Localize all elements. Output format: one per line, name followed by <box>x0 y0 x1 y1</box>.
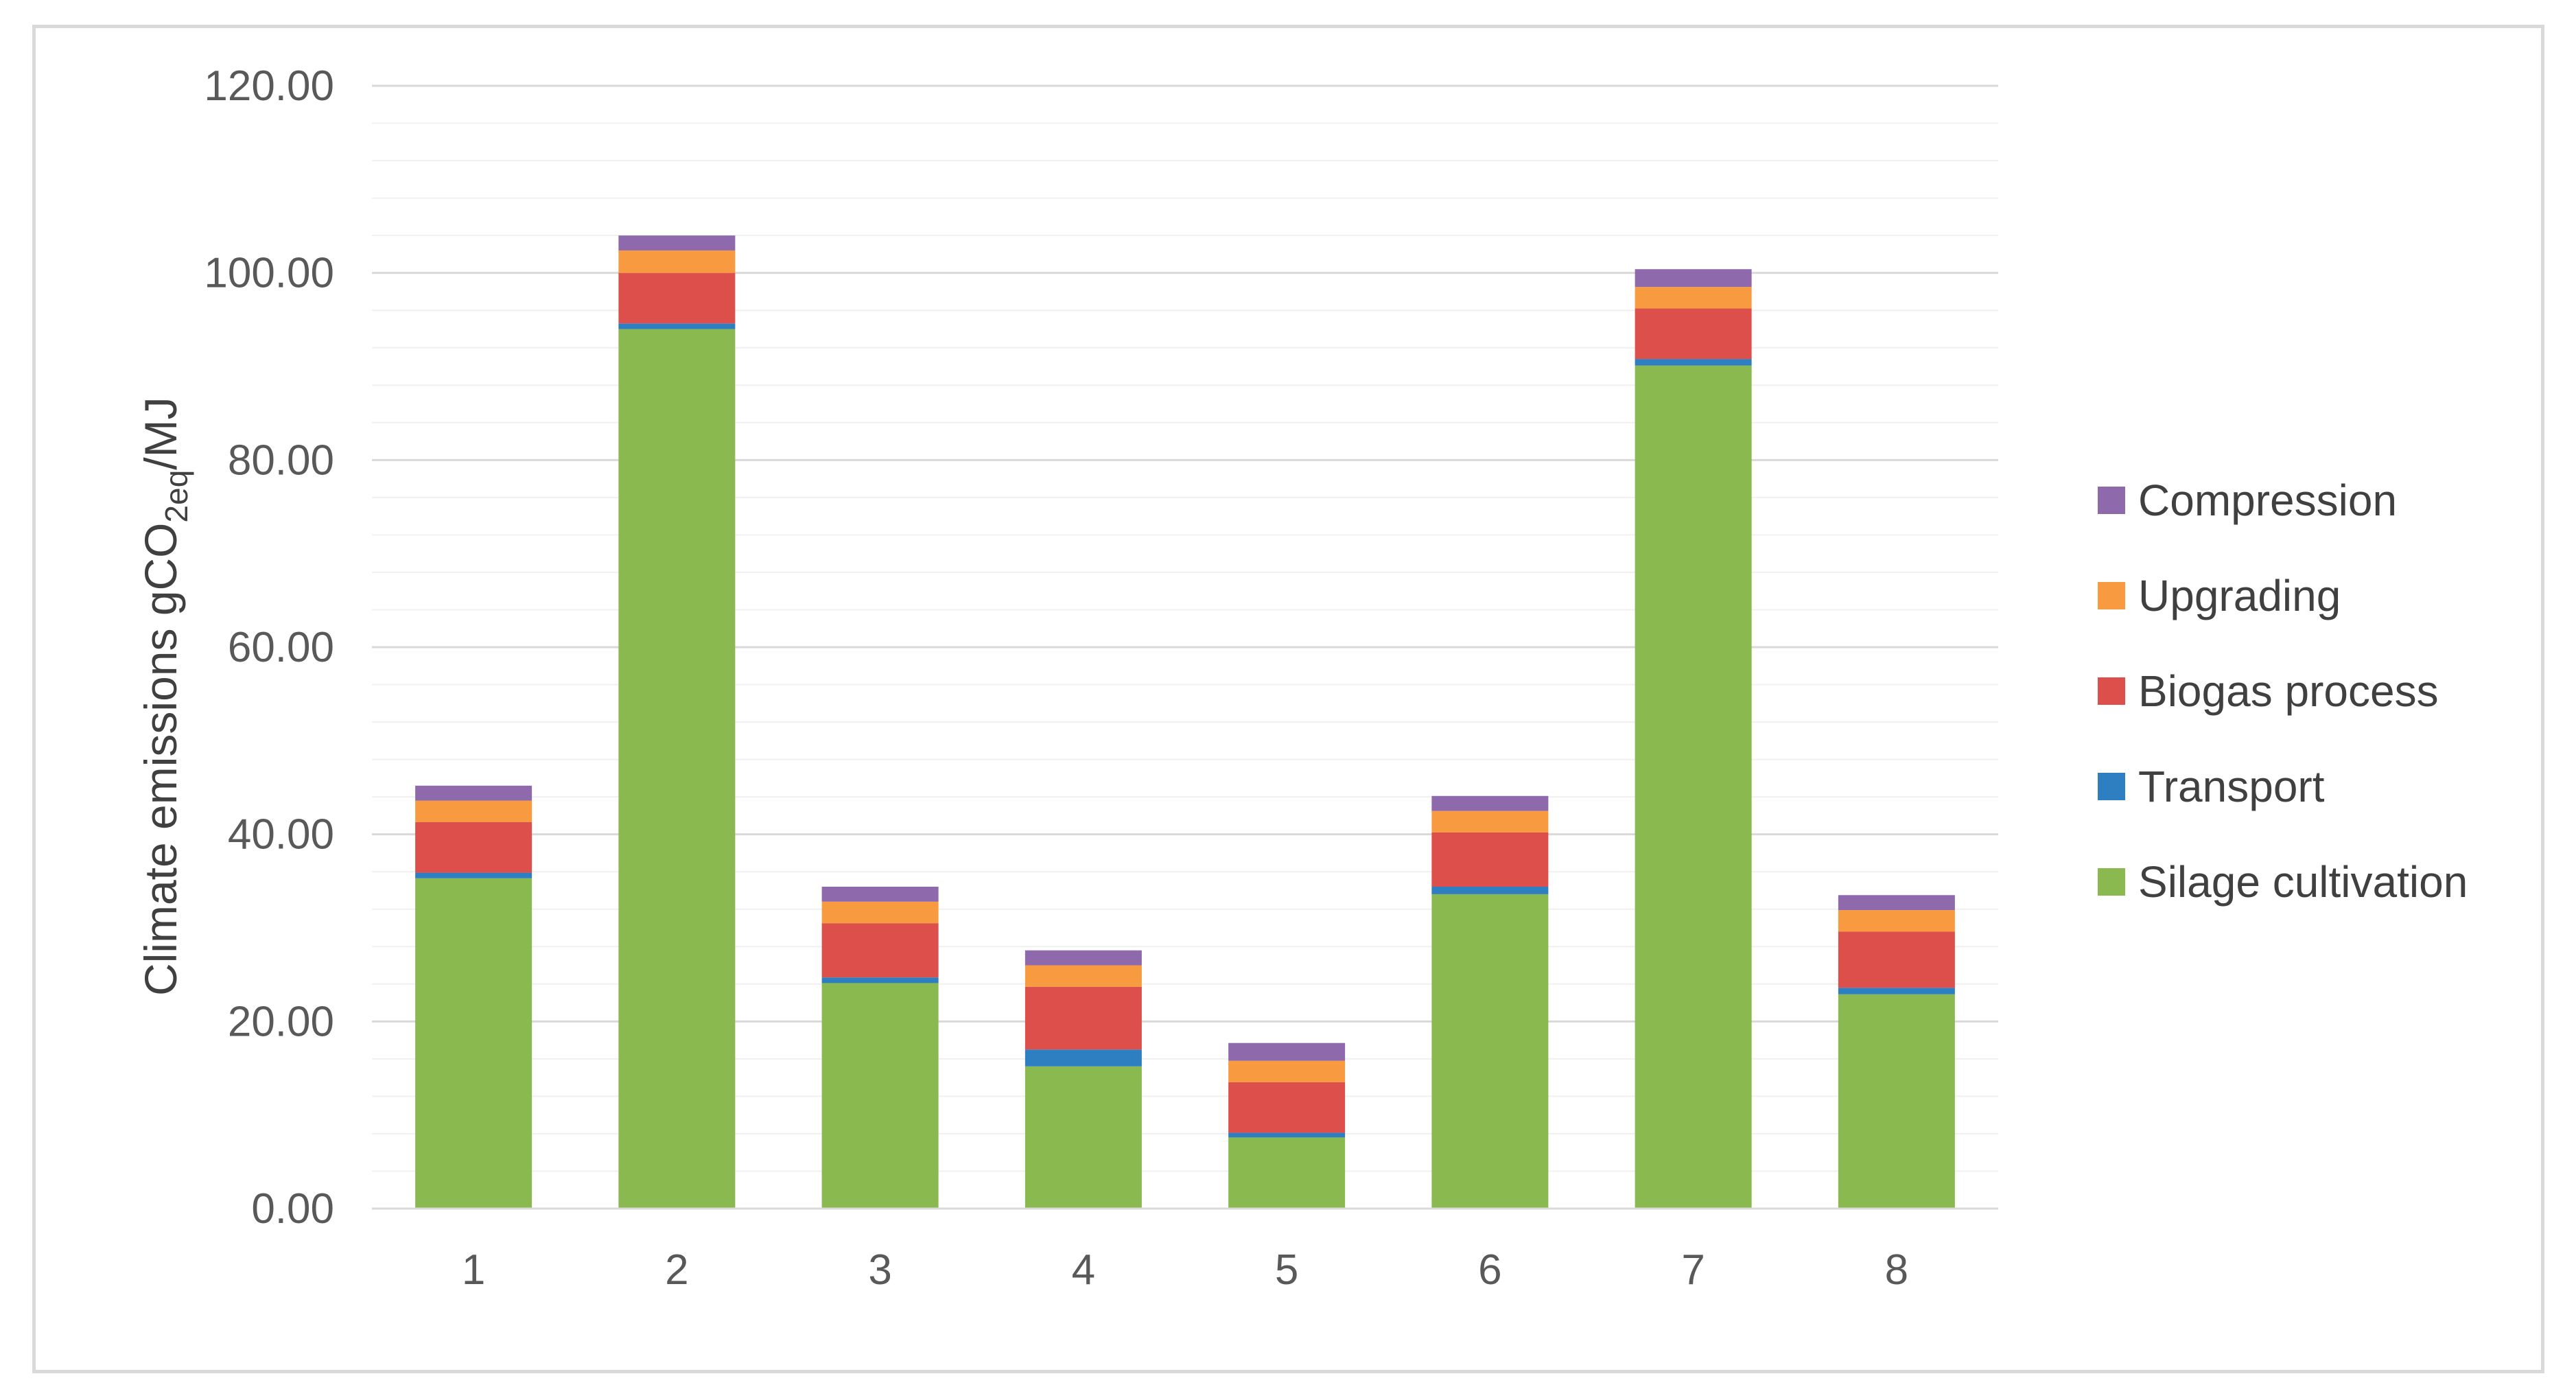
bar-segment-compression <box>1024 950 1142 966</box>
bar-segment-upgrading <box>1228 1060 1346 1082</box>
bar-segment-transport <box>415 872 532 878</box>
y-tick-label: 0.00 <box>251 1185 334 1233</box>
bar-segment-silage-cultivation <box>618 329 736 1209</box>
y-tick-label: 100.00 <box>204 250 334 297</box>
bar-segment-biogas-process <box>415 822 532 873</box>
legend-swatch <box>2098 677 2125 705</box>
bar-segment-compression <box>1838 895 1955 911</box>
bar-segment-transport <box>1635 359 1752 366</box>
legend-swatch <box>2098 773 2125 800</box>
bar-segment-upgrading <box>1838 910 1955 932</box>
y-tick-label: 60.00 <box>228 624 334 671</box>
bar-segment-transport <box>1228 1132 1346 1138</box>
y-axis-title-subscript: 2eq <box>159 470 194 523</box>
bar-segment-upgrading <box>415 800 532 822</box>
bar-segment-silage-cultivation <box>1228 1137 1346 1209</box>
bar-segment-compression <box>1431 795 1549 811</box>
y-axis-tick-labels: 0.00 20.00 40.00 60.00 80.00 100.00 120.00 <box>204 62 334 1233</box>
gridlines <box>372 84 1998 1172</box>
x-tick-label: 6 <box>1478 1246 1501 1294</box>
legend-label: Silage cultivation <box>2138 857 2468 907</box>
legend: Compression Upgrading Biogas process Transp… <box>2098 476 2468 907</box>
bar-segment-transport <box>1838 988 1955 994</box>
y-tick-label: 80.00 <box>228 436 334 484</box>
bar-segment-compression <box>1635 269 1752 288</box>
x-tick-label: 7 <box>1681 1246 1705 1294</box>
bar-segment-biogas-process <box>1228 1082 1346 1133</box>
bar-segment-compression <box>618 235 736 251</box>
bar-segment-silage-cultivation <box>1431 894 1549 1209</box>
bar-segment-biogas-process <box>618 272 736 324</box>
bar-segment-biogas-process <box>1024 986 1142 1050</box>
x-tick-label: 2 <box>665 1246 688 1294</box>
x-tick-label: 1 <box>462 1246 485 1294</box>
bar-segment-compression <box>821 887 939 902</box>
bar-segment-silage-cultivation <box>415 878 532 1209</box>
bar-segment-upgrading <box>1431 811 1549 832</box>
bar-segment-silage-cultivation <box>1838 994 1955 1209</box>
y-axis-title-main: Climate emissions gCO <box>135 522 186 996</box>
bars <box>415 235 1955 1209</box>
bar-segment-upgrading <box>821 901 939 924</box>
bar-segment-transport <box>1024 1049 1142 1067</box>
y-axis-title-suffix: /MJ <box>135 397 186 469</box>
bar-segment-upgrading <box>1024 965 1142 987</box>
legend-swatch <box>2098 487 2125 514</box>
chart-frame: 0.00 20.00 40.00 60.00 80.00 100.00 120.00 1 2 3… <box>32 25 2544 1373</box>
x-axis-tick-labels: 1 2 3 4 5 6 7 8 <box>462 1246 1908 1294</box>
bar-segment-upgrading <box>618 250 736 273</box>
legend-swatch <box>2098 582 2125 609</box>
bar-segment-biogas-process <box>821 923 939 978</box>
x-tick-label: 3 <box>868 1246 891 1294</box>
y-tick-label: 120.00 <box>204 62 334 110</box>
bar-segment-silage-cultivation <box>821 983 939 1209</box>
x-tick-label: 5 <box>1275 1246 1298 1294</box>
bar-segment-upgrading <box>1635 287 1752 309</box>
legend-label: Compression <box>2138 476 2397 525</box>
legend-swatch <box>2098 868 2125 896</box>
legend-label: Biogas process <box>2138 666 2439 716</box>
bar-segment-biogas-process <box>1635 308 1752 360</box>
bar-segment-transport <box>821 977 939 983</box>
y-tick-label: 20.00 <box>228 998 334 1045</box>
bar-segment-compression <box>1228 1042 1346 1061</box>
bar-segment-transport <box>618 323 736 329</box>
bar-segment-compression <box>415 785 532 801</box>
x-tick-label: 4 <box>1072 1246 1095 1294</box>
bar-segment-biogas-process <box>1431 832 1549 887</box>
x-tick-label: 8 <box>1885 1246 1908 1294</box>
legend-label: Upgrading <box>2138 571 2341 620</box>
bar-segment-transport <box>1431 887 1549 894</box>
bar-segment-biogas-process <box>1838 931 1955 988</box>
y-axis-title: Climate emissions gCO2eq/MJ <box>135 397 194 996</box>
bar-segment-silage-cultivation <box>1024 1066 1142 1209</box>
y-tick-label: 40.00 <box>228 811 334 859</box>
bar-segment-silage-cultivation <box>1635 365 1752 1209</box>
legend-label: Transport <box>2138 762 2325 811</box>
stacked-bar-chart: 0.00 20.00 40.00 60.00 80.00 100.00 120.00 1 2 3… <box>135 62 2468 1294</box>
